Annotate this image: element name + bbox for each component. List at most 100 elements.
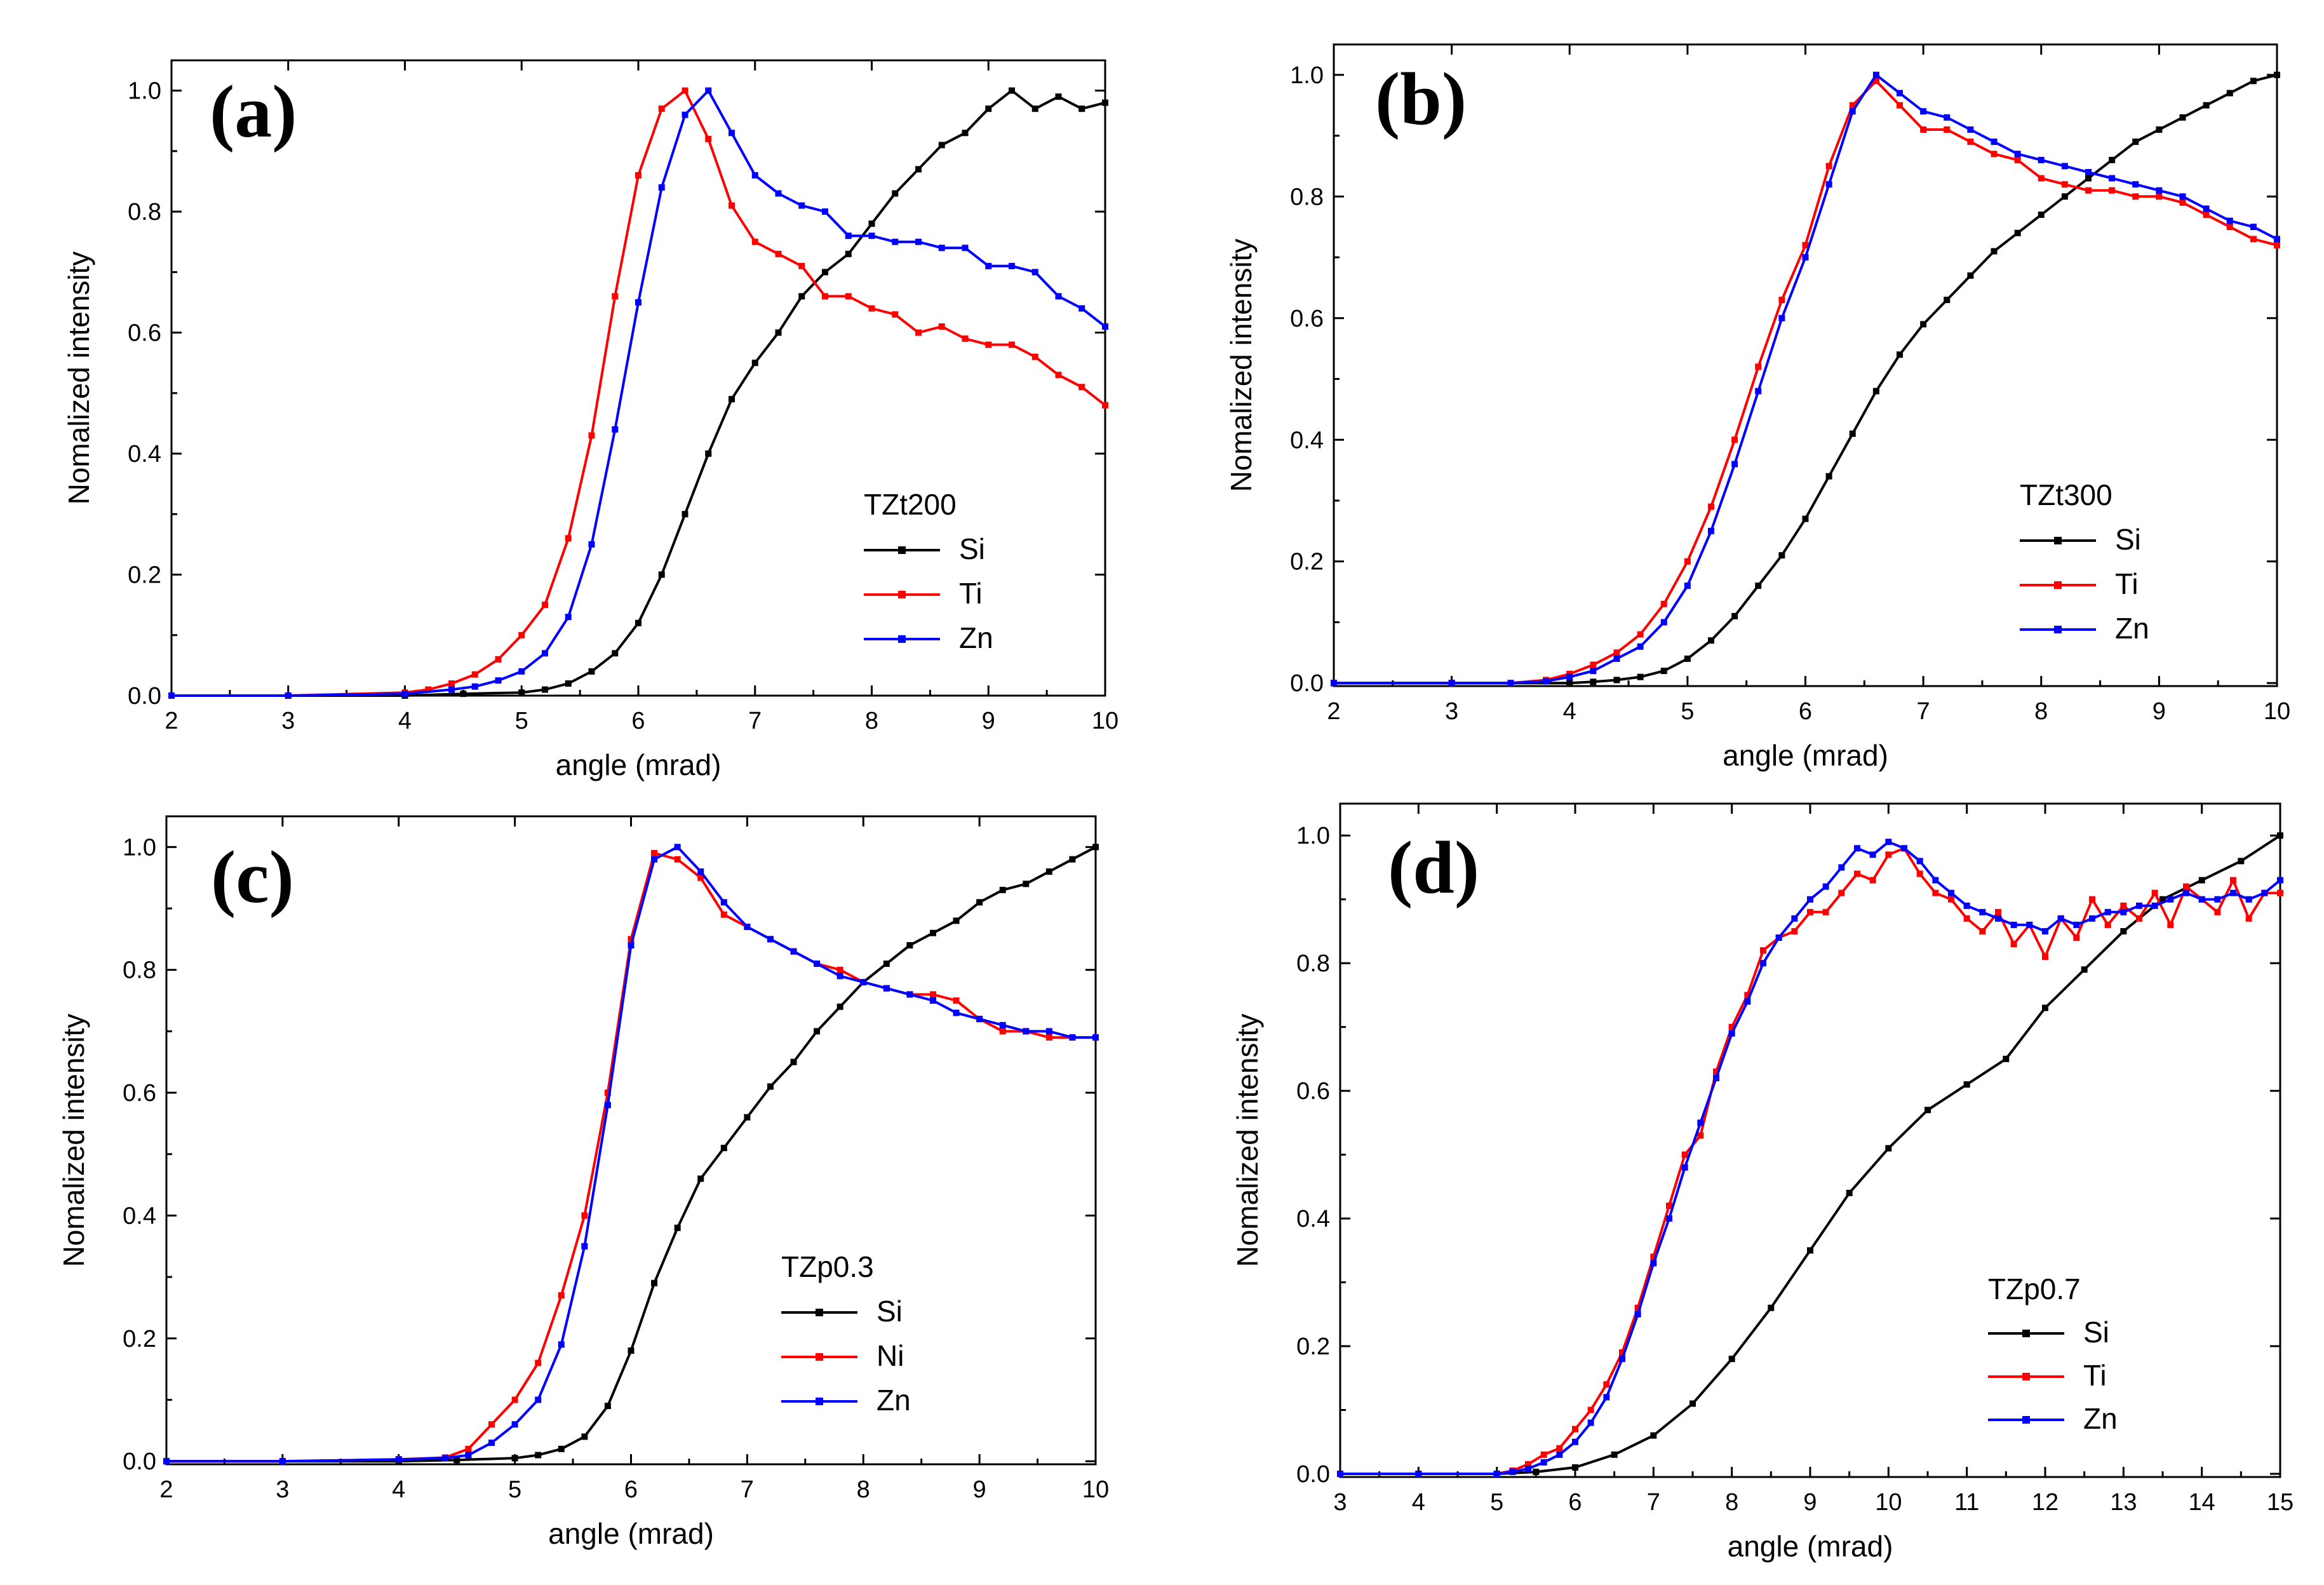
x-tick-label: 3 [1333,1489,1347,1516]
y-tick-label: 0.0 [128,683,161,710]
data-point-si [1728,1356,1735,1363]
data-point-zn [1713,1075,1719,1082]
data-point-ti [1854,870,1860,877]
data-point-si [651,1279,658,1286]
data-point-ti [1822,908,1829,915]
data-point-ni [488,1421,495,1428]
data-point-si [744,1114,751,1121]
data-point-zn [581,1243,588,1250]
data-point-ti [2089,896,2095,903]
data-point-ni [674,856,681,863]
data-point-ti [1963,915,1970,922]
panel-label: (b) [1375,57,1467,140]
x-tick-label: 5 [515,708,528,734]
x-tick-label: 3 [1445,698,1458,725]
data-point-zn [401,691,408,698]
data-point-si [1092,844,1099,851]
data-point-ni [697,874,704,881]
data-point-zn [1509,1468,1516,1475]
data-point-zn [1885,839,1892,846]
data-point-si [906,942,913,949]
data-point-si [1613,677,1620,684]
data-point-ti [1995,908,2001,915]
data-point-zn [1603,1394,1610,1401]
data-point-si [460,691,467,698]
data-point-zn [1543,678,1550,685]
data-point-ti [1525,1460,1531,1467]
data-point-zn [915,238,922,245]
data-point-zn [535,1396,542,1403]
data-point-ti [1869,877,1876,884]
data-point-ti [1055,372,1062,379]
data-point-zn [2061,163,2068,170]
legend-label-si: Si [2083,1316,2109,1349]
data-point-zn [720,899,727,906]
data-point-zn [471,683,478,690]
data-point-si [1944,297,1951,304]
data-point-ti [2274,241,2280,248]
x-tick-label: 10 [1082,1476,1109,1503]
data-point-si [822,269,828,276]
data-point-zn [2038,156,2045,163]
data-point-zn [2203,205,2210,212]
legend-marker-si [898,546,906,554]
data-point-zn [775,190,782,197]
x-tick-label: 9 [982,708,995,734]
legend-label-zn: Zn [959,621,993,654]
data-point-ti [798,262,805,269]
data-point-ti [2230,877,2236,884]
data-point-si [1045,868,1052,875]
data-point-zn [892,238,899,245]
data-point-ti [2136,915,2142,922]
data-point-ti [2104,921,2111,928]
data-point-ti [1708,503,1714,510]
data-point-ti [2245,915,2252,922]
data-point-si [1807,1247,1813,1254]
y-tick-label: 0.2 [1296,1333,1330,1360]
data-point-ti [2156,193,2163,200]
data-point-ti [2073,934,2080,941]
data-point-si [2238,858,2245,865]
data-point-ni [558,1292,565,1299]
data-point-zn [1556,1451,1563,1458]
data-point-zn [1744,998,1751,1005]
data-point-ti [1849,102,1856,109]
legend-title: TZt200 [864,488,957,521]
data-point-si [604,1403,611,1410]
data-point-ni [651,850,658,857]
x-axis-label: angle (mrad) [548,1517,714,1550]
data-point-si [1755,583,1762,590]
data-point-si [1872,388,1879,395]
data-point-si [836,1003,843,1010]
x-tick-label: 15 [2267,1489,2294,1516]
data-point-si [1849,430,1856,437]
data-point-ti [682,87,688,94]
y-tick-label: 0.8 [1296,950,1330,977]
legend-label-si: Si [2115,523,2141,556]
data-point-ti [2120,902,2127,909]
x-tick-label: 6 [631,708,645,734]
data-point-si [798,293,805,300]
data-point-ti [1755,363,1762,370]
data-point-zn [511,1421,518,1428]
data-point-ti [868,305,875,312]
legend-title: TZp0.3 [781,1250,874,1283]
data-point-zn [1760,960,1766,967]
data-point-zn [1031,269,1038,276]
x-tick-label: 2 [165,708,178,734]
data-point-ti [729,202,735,209]
data-point-ti [1825,163,1832,170]
data-point-ni [511,1396,518,1403]
data-point-zn [1493,1470,1500,1477]
x-tick-label: 2 [1327,698,1340,725]
data-point-zn [1775,934,1782,941]
data-point-si [1055,93,1062,100]
data-point-zn [558,1341,565,1348]
data-point-ti [2042,954,2048,961]
data-point-zn [2085,169,2092,176]
data-point-si [1650,1432,1657,1439]
data-point-zn [1587,1419,1594,1426]
x-tick-label: 3 [276,1476,289,1503]
chart-panel-c: 2 3 4 5 6 7 8 9 10 0.0 0.2 0.4 0.6 0.8 1.0 angle (mrad)… [57,815,1109,1550]
data-point-zn [860,979,867,986]
